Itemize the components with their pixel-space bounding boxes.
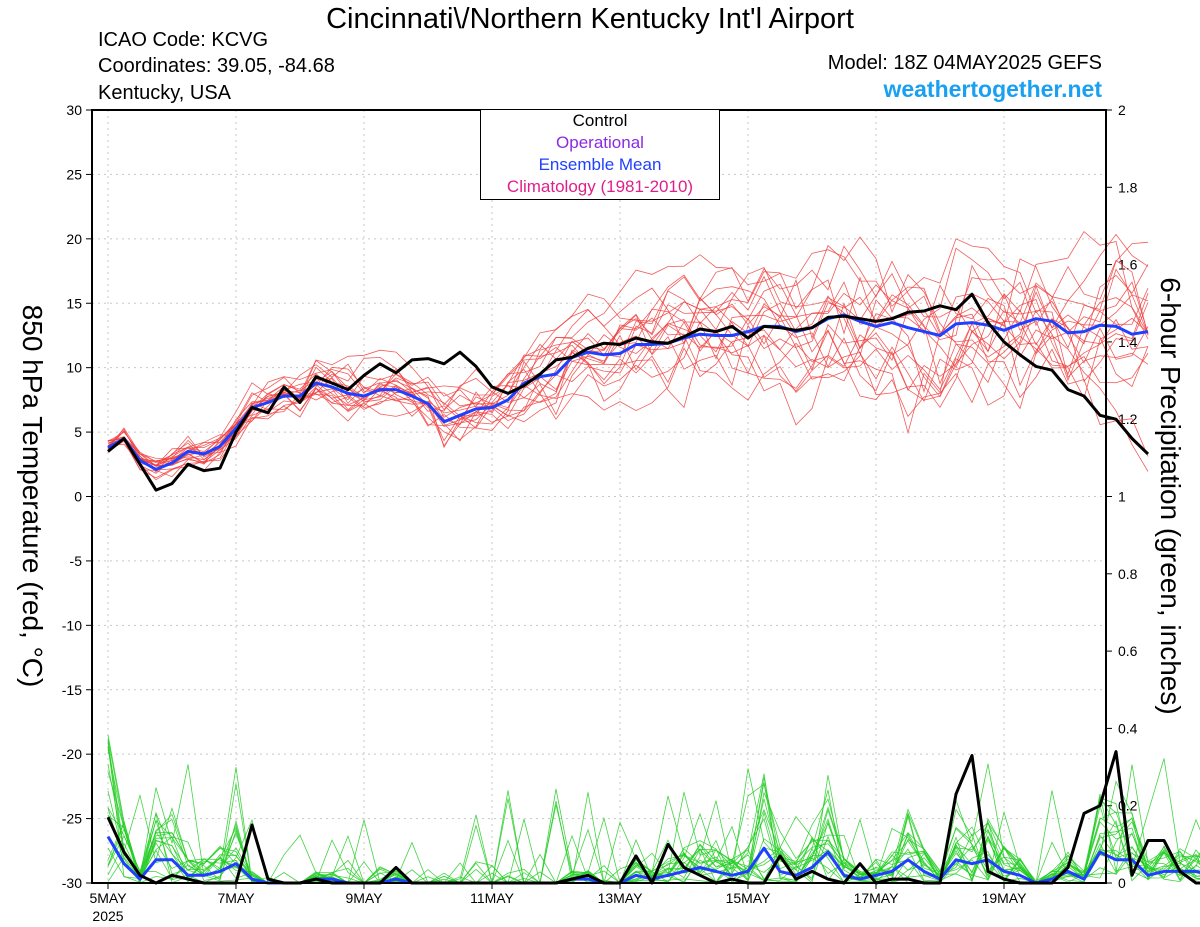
y-right-tick-label: 2 bbox=[1118, 102, 1126, 118]
control-temp-line bbox=[107, 292, 1150, 492]
region: Kentucky, USA bbox=[98, 82, 232, 104]
y-left-tick-label: 0 bbox=[74, 489, 82, 505]
precip-member-line bbox=[107, 764, 1200, 884]
icao-code: ICAO Code: KCVG bbox=[98, 29, 269, 51]
temp-member-line bbox=[107, 281, 1149, 463]
legend: Control Operational Ensemble Mean Climat… bbox=[480, 109, 720, 200]
precip-member-line bbox=[107, 791, 1200, 884]
precip-member-line bbox=[107, 790, 1200, 884]
temp-member-line bbox=[107, 290, 1149, 462]
y-left-tick-label: -30 bbox=[62, 875, 82, 891]
y-right-tick-label: 0.8 bbox=[1118, 566, 1138, 582]
temp-member-line bbox=[107, 258, 1149, 466]
x-tick-label: 13MAY bbox=[598, 890, 644, 906]
y-left-tick-label: 25 bbox=[66, 166, 82, 182]
y-left-tick-label: -15 bbox=[62, 682, 82, 698]
temp-member-line bbox=[107, 233, 1149, 479]
y-right-tick-label: 0.4 bbox=[1118, 720, 1138, 736]
x-tick-label: 5MAY bbox=[89, 890, 127, 906]
coordinates: Coordinates: 39.05, -84.68 bbox=[98, 55, 335, 77]
y-right-tick-label: 1 bbox=[1118, 489, 1126, 505]
legend-climatology: Climatology (1981-2010) bbox=[506, 177, 694, 196]
y-left-tick-label: 30 bbox=[66, 102, 82, 118]
y-right-tick-label: 1.8 bbox=[1118, 179, 1138, 195]
temp-member-line bbox=[107, 283, 1149, 473]
y-left-tick-label: 10 bbox=[66, 360, 82, 376]
x-tick-label: 19MAY bbox=[982, 890, 1028, 906]
y-left-tick-label: -5 bbox=[70, 553, 83, 569]
legend-ensemble-mean: Ensemble Mean bbox=[538, 155, 662, 174]
precip-member-line bbox=[107, 734, 1200, 884]
y-right-tick-label: 1.6 bbox=[1118, 257, 1138, 273]
y-left-tick-label: -10 bbox=[62, 617, 82, 633]
precip-member-line bbox=[107, 748, 1200, 884]
x-tick-label: 17MAY bbox=[854, 890, 900, 906]
temp-member-line bbox=[107, 247, 1149, 460]
y-left-tick-label: 5 bbox=[74, 424, 82, 440]
temp-member-line bbox=[107, 238, 1149, 481]
y-axis-right-label: 6-hour Precipitation (green, inches) bbox=[1155, 277, 1186, 715]
x-tick-label: 15MAY bbox=[726, 890, 772, 906]
temp-member-line bbox=[107, 236, 1149, 467]
temp-member-line bbox=[107, 276, 1149, 471]
y-left-tick-label: 15 bbox=[66, 295, 82, 311]
plot-frame bbox=[91, 109, 1107, 884]
legend-control: Control bbox=[572, 111, 628, 130]
y-left-tick-label: -25 bbox=[62, 811, 82, 827]
y-axis-left-label: 850 hPa Temperature (red, °C) bbox=[17, 304, 48, 688]
legend-operational: Operational bbox=[556, 133, 644, 152]
y-left-tick-label: -20 bbox=[62, 746, 82, 762]
precip-member-line bbox=[107, 764, 1200, 884]
x-year-label: 2025 bbox=[92, 908, 123, 924]
y-right-tick-label: 0.6 bbox=[1118, 643, 1138, 659]
y-right-tick-label: 0 bbox=[1118, 875, 1126, 891]
precip-member-line bbox=[107, 771, 1200, 885]
chart-title: Cincinnati\/Northern Kentucky Int'l Airp… bbox=[326, 3, 854, 35]
model-info: Model: 18Z 04MAY2025 GEFS bbox=[827, 52, 1102, 74]
site-link[interactable]: weathertogether.net bbox=[883, 76, 1102, 102]
x-tick-label: 7MAY bbox=[217, 890, 255, 906]
x-tick-label: 11MAY bbox=[470, 890, 514, 906]
mean-temp-line bbox=[107, 313, 1149, 471]
x-tick-label: 9MAY bbox=[345, 890, 383, 906]
y-left-tick-label: 20 bbox=[66, 231, 82, 247]
precip-member-line bbox=[107, 768, 1200, 884]
